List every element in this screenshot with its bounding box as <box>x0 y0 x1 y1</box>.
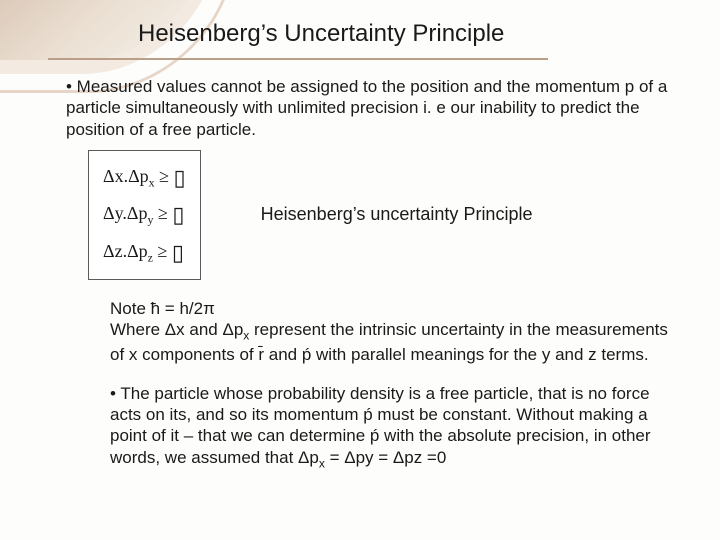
note-line-1: Note ħ = h/2π <box>110 298 672 319</box>
title-underline <box>48 58 548 60</box>
equation-row: Δx.Δpx ≥ ▯ Δy.Δpy ≥ ▯ Δz.Δpz ≥ ▯ Heisenb… <box>88 150 672 280</box>
note-block: Note ħ = h/2π Where Δx and Δpx represent… <box>110 298 672 365</box>
equation-line-2: Δy.Δpy ≥ ▯ <box>103 196 186 233</box>
paragraph-1: • Measured values cannot be assigned to … <box>66 76 672 140</box>
eq3-op: ≥ <box>153 240 172 260</box>
note-line-2a: Where Δx and Δp <box>110 320 243 339</box>
equation-label: Heisenberg’s uncertainty Principle <box>261 204 533 225</box>
para2b: = Δpy = Δpz =0 <box>325 448 446 467</box>
eq2-op: ≥ <box>153 203 172 223</box>
slide-content: Heisenberg’s Uncertainty Principle • Mea… <box>0 0 720 540</box>
eq2-rhs: ▯ <box>172 202 184 227</box>
paragraph-2: • The particle whose probability density… <box>110 383 672 471</box>
eq2-lhs: Δy.Δp <box>103 203 147 223</box>
slide-title: Heisenberg’s Uncertainty Principle <box>138 20 672 48</box>
eq1-lhs: Δx.Δp <box>103 166 149 186</box>
equation-line-1: Δx.Δpx ≥ ▯ <box>103 159 186 196</box>
equation-box: Δx.Δpx ≥ ▯ Δy.Δpy ≥ ▯ Δz.Δpz ≥ ▯ <box>88 150 201 280</box>
eq1-op: ≥ <box>155 166 174 186</box>
eq3-rhs: ▯ <box>172 240 184 265</box>
eq3-lhs: Δz.Δp <box>103 240 148 260</box>
eq1-rhs: ▯ <box>174 165 186 190</box>
equation-line-3: Δz.Δpz ≥ ▯ <box>103 234 186 271</box>
